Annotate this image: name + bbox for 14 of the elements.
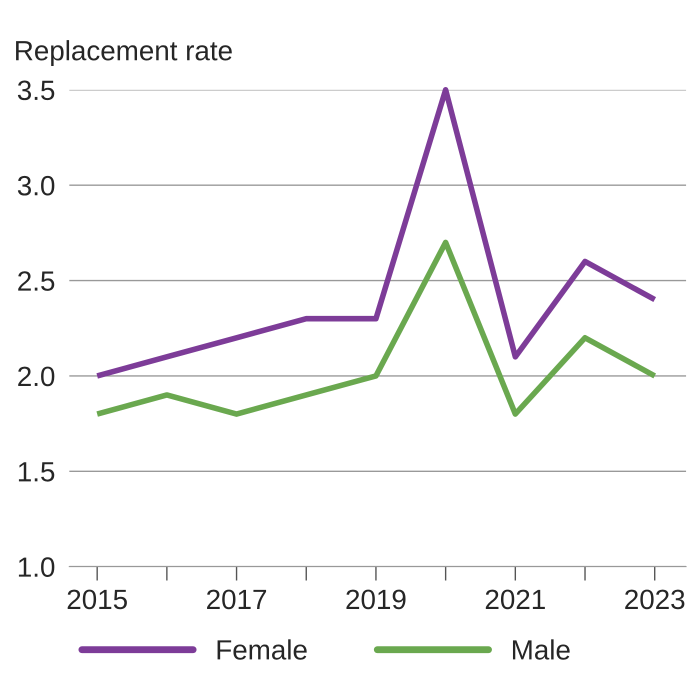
x-tick-label: 2015 <box>68 590 127 610</box>
y-tick-label: 2.5 <box>18 271 54 291</box>
x-tick-label: 2023 <box>625 590 684 610</box>
y-tick-label: 3.0 <box>18 176 54 196</box>
y-tick-label: 1.0 <box>18 557 54 577</box>
y-axis-title: Replacement rate <box>16 40 232 66</box>
y-tick-label: 3.5 <box>18 80 54 100</box>
legend-label: Female <box>218 639 307 660</box>
x-tick-label: 2019 <box>346 590 406 610</box>
x-tick-label: 2021 <box>486 590 545 610</box>
y-tick-label: 1.5 <box>18 462 54 482</box>
y-tick-label: 2.0 <box>18 366 54 386</box>
x-tick-label: 2017 <box>207 590 266 610</box>
legend-label: Male <box>512 639 570 660</box>
